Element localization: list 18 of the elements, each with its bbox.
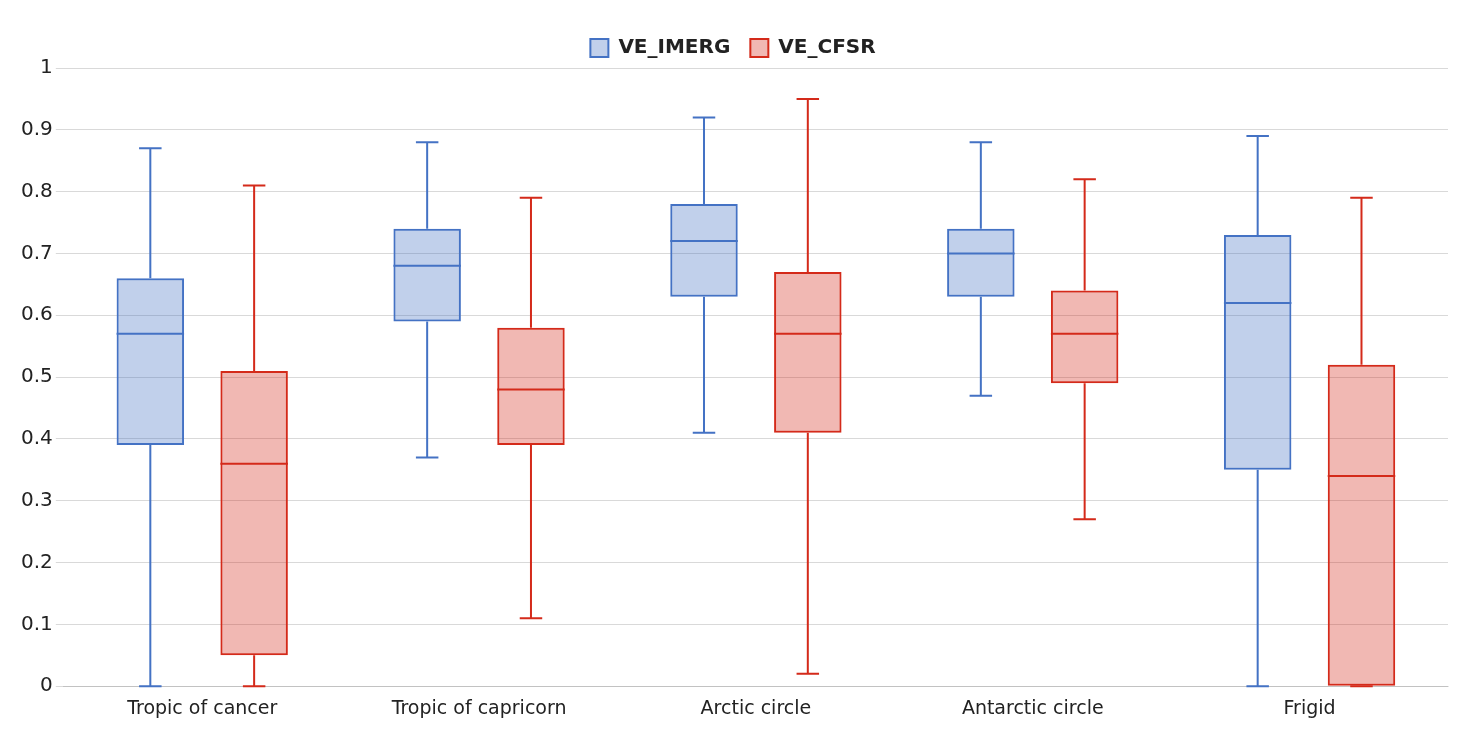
y-tick-label: 0.8 [20, 177, 53, 202]
x-tick-label: Antarctic circle [961, 695, 1104, 718]
y-tick-label: 0.2 [20, 548, 53, 573]
x-tick-label: Tropic of capricorn [390, 695, 567, 718]
y-tick-label: 0.5 [20, 363, 53, 388]
x-tick-label: Frigid [1283, 695, 1336, 718]
y-tick-label: 0.6 [20, 301, 53, 326]
x-tick-label: Arctic circle [700, 695, 812, 718]
x-tick-label: Tropic of cancer [126, 695, 278, 718]
legend-label: VE_CFSR [778, 34, 876, 59]
y-tick-label: 0.4 [20, 425, 53, 450]
y-tick-label: 0.1 [20, 610, 53, 635]
y-tick-label: 0.9 [20, 116, 53, 141]
y-tick-label: 0.3 [20, 486, 53, 511]
y-tick-label: 1 [40, 54, 53, 79]
y-tick-label: 0.7 [20, 239, 53, 264]
y-tick-label: 0 [40, 672, 53, 697]
legend-label: VE_IMERG [618, 34, 731, 59]
